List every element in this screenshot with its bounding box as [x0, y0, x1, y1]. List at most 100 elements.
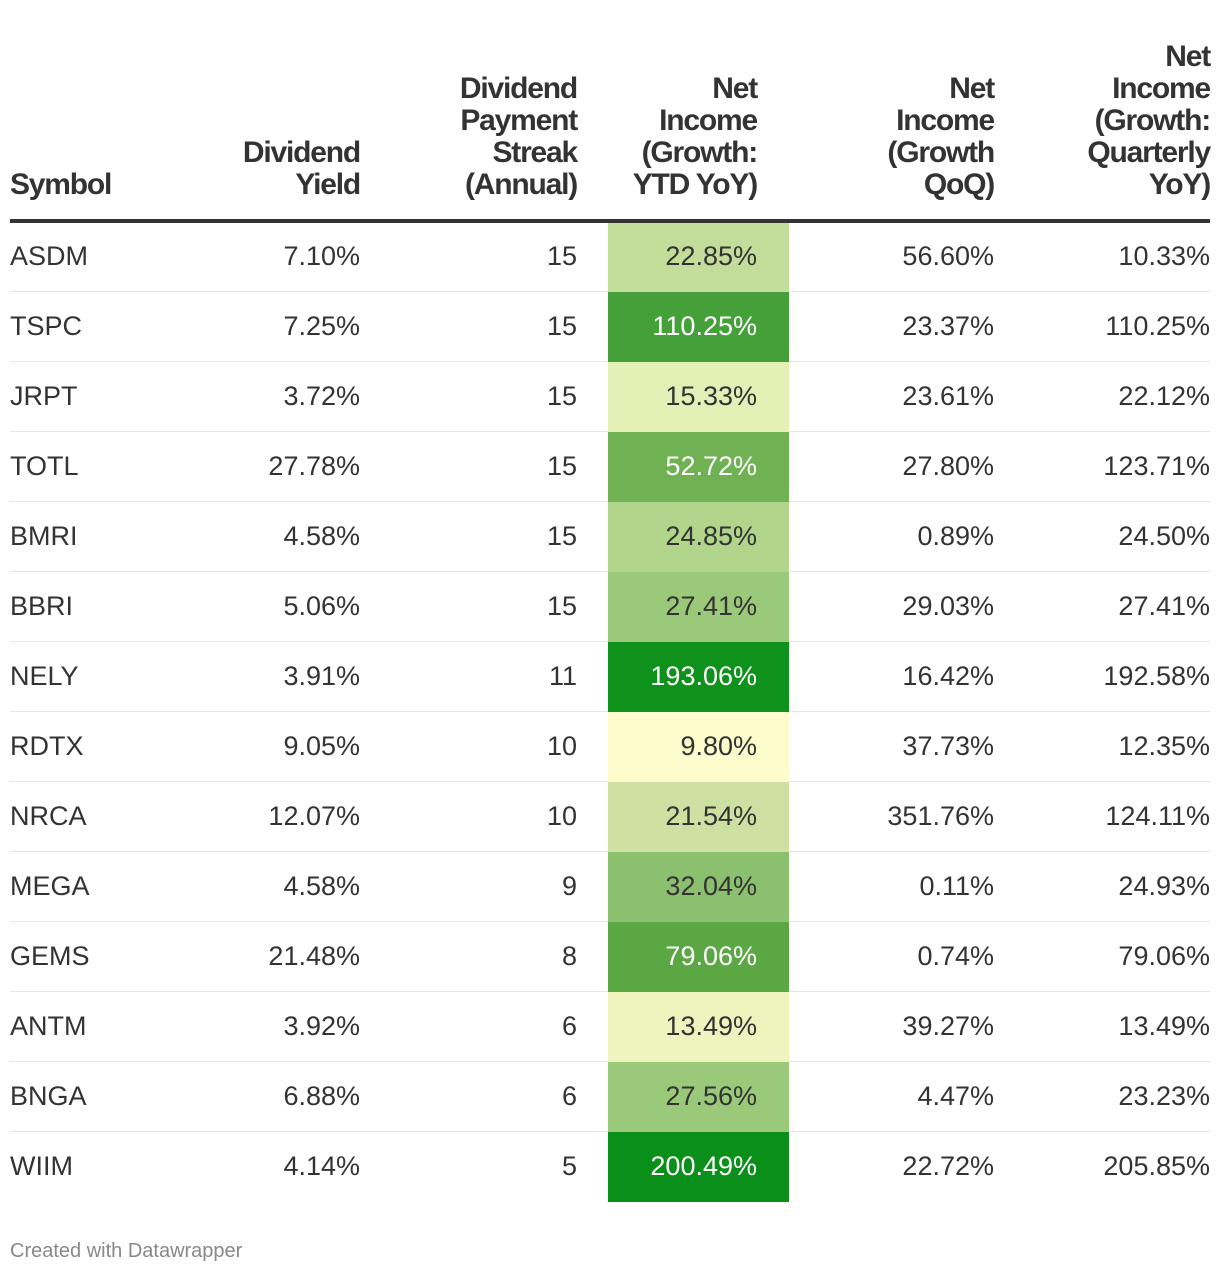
- cell-dividend-yield: 7.25%: [185, 291, 360, 362]
- column-header-dividend-yield[interactable]: Dividend Yield: [185, 0, 361, 223]
- cell-dividend-yield: 5.06%: [185, 571, 360, 642]
- heatmap-cell-fill: [608, 291, 789, 362]
- cell-dividend-yield: 4.14%: [283, 1150, 360, 1181]
- cell-dividend-streak: 15: [360, 431, 577, 502]
- cell-net-income-qoq: 37.73%: [789, 711, 994, 782]
- cell-dividend-streak: 10: [360, 711, 577, 782]
- cell-symbol: NRCA: [10, 781, 185, 852]
- footer-credit[interactable]: Created with Datawrapper: [10, 1240, 243, 1262]
- cell-net-income-qoq: 39.27%: [789, 991, 994, 1062]
- column-header-line: (Annual): [464, 168, 578, 201]
- heatmap-cell-value: 21.54%: [665, 800, 757, 831]
- column-header-line: Net: [1165, 40, 1211, 73]
- heatmap-cell-fill: [608, 1061, 789, 1132]
- cell-net-income-qoq: 29.03%: [789, 571, 994, 642]
- cell-net-income-quarterly-yoy: 124.11%: [994, 781, 1210, 852]
- cell-net-income-qoq: 22.72%: [902, 1150, 994, 1181]
- cell-dividend-streak: 6: [360, 991, 577, 1062]
- table-row: ANTM 3.92% 6 13.49% 39.27% 13.49%: [10, 991, 1210, 1062]
- heatmap-cell-fill: [608, 711, 789, 782]
- cell-dividend-streak: 15: [360, 221, 577, 292]
- table-header: Symbol Dividend Yield Dividend Payment Streak…: [10, 0, 1212, 223]
- cell-symbol: TSPC: [10, 291, 185, 362]
- cell-net-income-qoq: 0.89%: [789, 501, 994, 572]
- cell-net-income-qoq: 23.61%: [789, 361, 994, 432]
- cell-net-income-qoq: 16.42%: [789, 641, 994, 712]
- column-header-line: Net: [949, 72, 995, 105]
- column-header-net-income-ytd-yoy[interactable]: Net Income (Growth: YTD YoY): [577, 0, 789, 223]
- heatmap-cell-fill: [608, 501, 789, 572]
- cell-net-income-quarterly-yoy: 10.33%: [994, 221, 1210, 292]
- header-row: Symbol Dividend Yield Dividend Payment Streak…: [10, 0, 1212, 223]
- column-header-line: Symbol: [10, 168, 112, 201]
- cell-net-income-ytd-yoy: 27.56%: [577, 1061, 789, 1132]
- cell-net-income-qoq: 27.80%: [789, 431, 994, 502]
- table-row: NRCA 12.07% 10 21.54% 351.76% 124.11%: [10, 781, 1210, 852]
- cell-dividend-yield: 21.48%: [185, 921, 360, 992]
- cell-net-income-quarterly-yoy: 205.85%: [1103, 1150, 1210, 1181]
- heatmap-cell-value: 110.25%: [652, 310, 757, 341]
- cell-dividend-streak: 15: [360, 291, 577, 362]
- heatmap-cell-value: 200.49%: [650, 1150, 757, 1181]
- table-row: WIIM 4.14% 5 200.49% 22.72% 205.85%: [10, 1131, 1210, 1202]
- column-header-line: YoY): [1148, 168, 1212, 201]
- table-row: ASDM 7.10% 15 22.85% 56.60% 10.33%: [10, 221, 1210, 292]
- cell-net-income-ytd-yoy: 52.72%: [577, 431, 789, 502]
- heatmap-cell-value: 27.41%: [665, 590, 757, 621]
- cell-net-income-quarterly-yoy: 23.23%: [994, 1061, 1210, 1132]
- cell-symbol: BNGA: [10, 1061, 185, 1132]
- column-header-line: (Growth: [887, 136, 995, 169]
- cell-dividend-yield: 12.07%: [185, 781, 360, 852]
- table-row: NELY 3.91% 11 193.06% 16.42% 192.58%: [10, 641, 1210, 712]
- cell-net-income-qoq: 23.37%: [789, 291, 994, 362]
- cell-symbol: ANTM: [10, 991, 185, 1062]
- column-header-line: (Growth:: [1094, 104, 1212, 137]
- heatmap-cell-value: 52.72%: [665, 450, 757, 481]
- cell-dividend-streak: 15: [360, 571, 577, 642]
- cell-dividend-yield: 4.58%: [185, 851, 360, 922]
- cell-net-income-quarterly-yoy: 79.06%: [994, 921, 1210, 992]
- column-header-net-income-qoq[interactable]: Net Income (Growth QoQ): [789, 0, 995, 223]
- column-header-net-income-quarterly-yoy[interactable]: Net Income (Growth: Quarterly YoY): [994, 0, 1212, 223]
- cell-symbol: WIIM: [10, 1150, 73, 1181]
- cell-net-income-qoq: 56.60%: [789, 221, 994, 292]
- cell-net-income-qoq: 0.11%: [789, 851, 994, 922]
- cell-dividend-yield: 7.10%: [185, 221, 360, 292]
- heatmap-cell-fill: [608, 991, 789, 1062]
- column-header-symbol[interactable]: Symbol: [10, 0, 185, 223]
- cell-net-income-ytd-yoy: 32.04%: [577, 851, 789, 922]
- heatmap-cell-value: 32.04%: [665, 870, 757, 901]
- column-header-line: Dividend: [459, 72, 578, 105]
- cell-net-income-qoq: 0.74%: [789, 921, 994, 992]
- cell-dividend-streak: 15: [360, 361, 577, 432]
- heatmap-cell-fill: [608, 921, 789, 992]
- cell-symbol: ASDM: [10, 221, 185, 292]
- cell-net-income-ytd-yoy: 200.49%: [577, 1131, 789, 1202]
- cell-dividend-yield: 3.92%: [185, 991, 360, 1062]
- cell-net-income-ytd-yoy: 110.25%: [577, 291, 789, 362]
- table-row: BBRI 5.06% 15 27.41% 29.03% 27.41%: [10, 571, 1210, 642]
- heatmap-cell-value: 22.85%: [665, 241, 757, 272]
- cell-net-income-ytd-yoy: 79.06%: [577, 921, 789, 992]
- cell-dividend-yield: 4.58%: [185, 501, 360, 572]
- heatmap-cell-fill: [608, 1131, 789, 1202]
- heatmap-cell-value: 79.06%: [665, 940, 757, 971]
- heatmap-cell-value: 15.33%: [665, 380, 757, 411]
- cell-dividend-yield: 6.88%: [185, 1061, 360, 1132]
- data-table-container: Symbol Dividend Yield Dividend Payment Streak…: [10, 0, 1212, 1202]
- cell-net-income-quarterly-yoy: 22.12%: [994, 361, 1210, 432]
- cell-net-income-quarterly-yoy: 24.50%: [994, 501, 1210, 572]
- heatmap-cell-fill: [608, 571, 789, 642]
- cell-net-income-ytd-yoy: 13.49%: [577, 991, 789, 1062]
- cell-net-income-ytd-yoy: 24.85%: [577, 501, 789, 572]
- cell-dividend-streak: 11: [360, 641, 577, 712]
- heatmap-cell-fill: [608, 781, 789, 852]
- table-row: RDTX 9.05% 10 9.80% 37.73% 12.35%: [10, 711, 1210, 782]
- table-row: GEMS 21.48% 8 79.06% 0.74% 79.06%: [10, 921, 1210, 992]
- cell-net-income-quarterly-yoy: 123.71%: [994, 431, 1210, 502]
- column-header-line: QoQ): [923, 168, 995, 201]
- column-header-dividend-streak[interactable]: Dividend Payment Streak (Annual): [360, 0, 578, 223]
- cell-net-income-quarterly-yoy: 192.58%: [994, 641, 1210, 712]
- heatmap-cell-value: 193.06%: [650, 660, 757, 691]
- cell-dividend-streak: 8: [360, 921, 577, 992]
